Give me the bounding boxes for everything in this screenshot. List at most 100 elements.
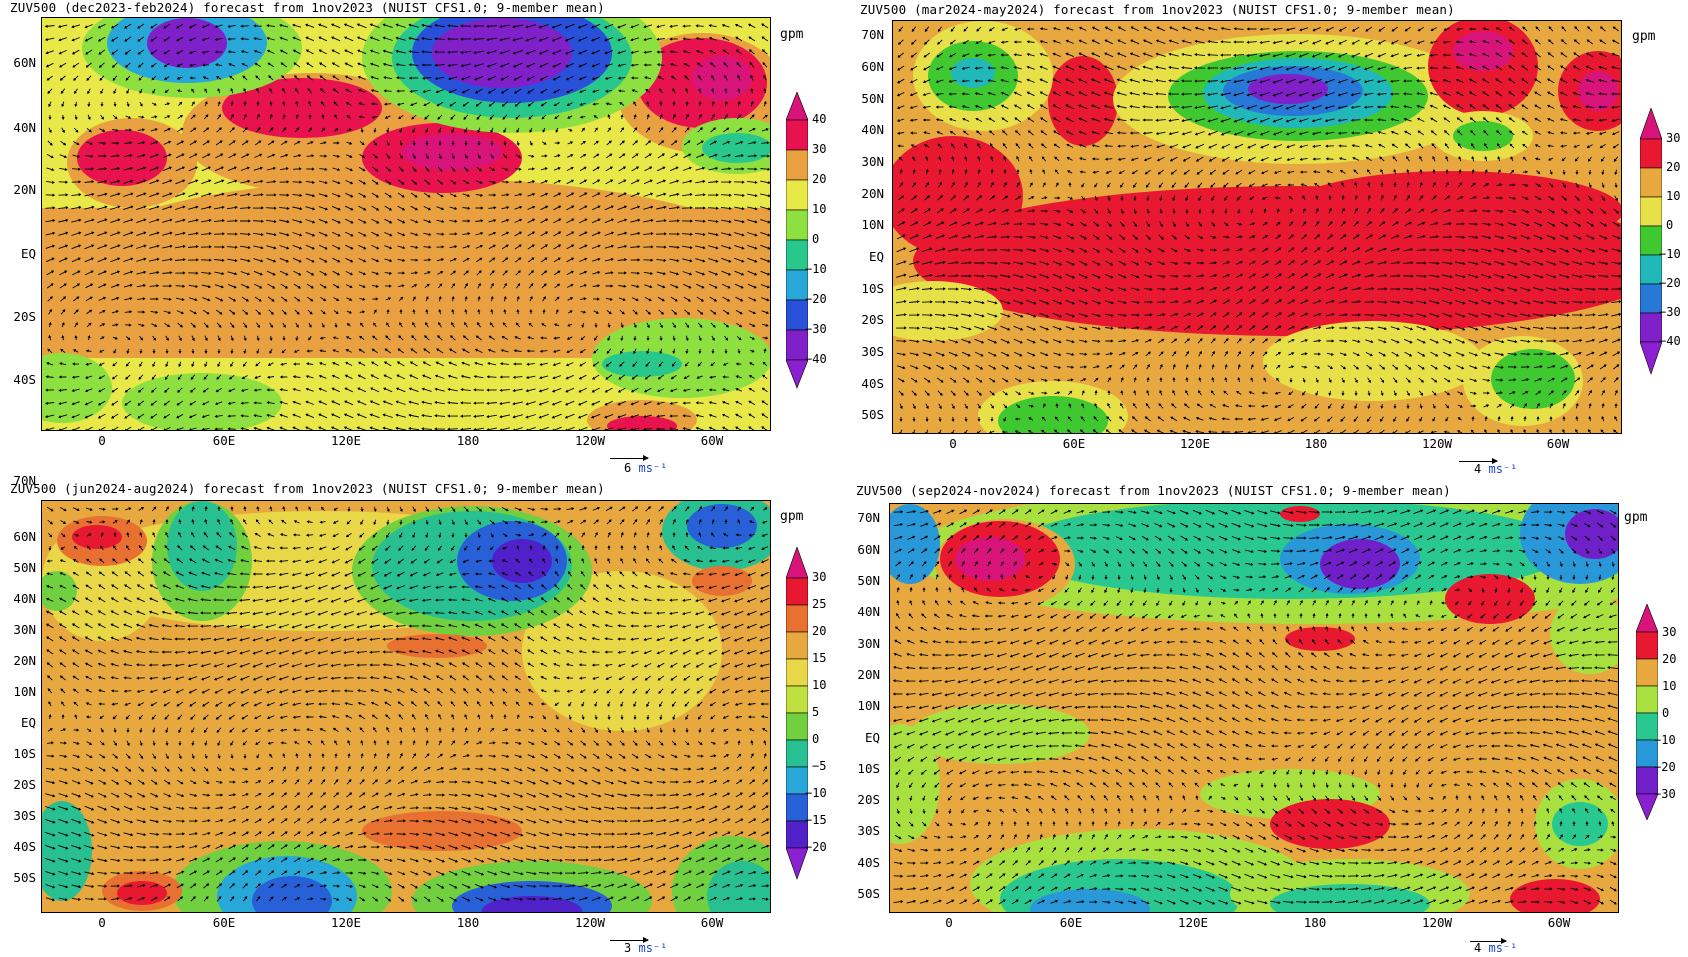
lat-label: 30S: [857, 823, 880, 838]
lon-label: 120W: [574, 915, 606, 930]
lat-label: 20N: [861, 186, 884, 201]
lat-label: 10N: [13, 684, 36, 699]
ref-vector-arrow: [610, 937, 649, 943]
lon-label: 120E: [1177, 915, 1209, 930]
colorbar-graphic: [785, 91, 809, 389]
lon-label: 0: [98, 915, 106, 930]
lat-label: 20S: [13, 777, 36, 792]
colorbar: [1635, 603, 1659, 824]
lon-label: 60W: [1547, 915, 1571, 930]
ref-vector-value: 4: [1474, 941, 1482, 955]
unit-label: gpm: [1624, 510, 1648, 525]
lat-label: 40N: [13, 120, 36, 135]
colorbar-label: 0: [1666, 218, 1674, 232]
colorbar-label: 20: [1666, 160, 1681, 174]
lon-label: 120E: [330, 433, 362, 448]
panel-title: ZUV500 (sep2024-nov2024) forecast from 1…: [856, 483, 1451, 498]
lon-label: 120W: [1421, 436, 1453, 451]
anomaly-field: [42, 18, 770, 430]
colorbar-label: −30: [805, 322, 827, 336]
lat-label: 20S: [13, 309, 36, 324]
ref-vector-arrow: [1470, 938, 1507, 944]
lon-label: 120W: [574, 433, 606, 448]
lat-label: 20S: [857, 792, 880, 807]
map-area: [889, 503, 1619, 913]
lat-label: 50N: [13, 560, 36, 575]
colorbar-label: 10: [812, 678, 827, 692]
wind-vectors: [892, 509, 1618, 905]
panel-djf: ZUV500 (dec2023-feb2024) forecast from 1…: [0, 0, 844, 478]
lon-label: 0: [98, 433, 106, 448]
ref-vector-label: 4 ms⁻¹: [1474, 462, 1517, 476]
lon-label: 60E: [1059, 915, 1083, 930]
colorbar-label: −15: [805, 813, 827, 827]
panel-title: ZUV500 (jun2024-aug2024) forecast from 1…: [10, 481, 605, 496]
colorbar-label: 20: [812, 172, 827, 186]
anomaly-field: [890, 504, 1618, 912]
lat-label: 10N: [861, 217, 884, 232]
panel-title: ZUV500 (mar2024-may2024) forecast from 1…: [860, 2, 1455, 17]
colorbar-label: 10: [1662, 679, 1677, 693]
colorbar-label: −20: [1654, 760, 1676, 774]
colorbar: [1639, 107, 1663, 382]
lat-label: 40S: [861, 376, 884, 391]
colorbar-label: −30: [1654, 787, 1676, 801]
colorbar-label: 15: [812, 651, 827, 665]
wind-vectors: [44, 23, 770, 430]
lat-label: 60N: [13, 55, 36, 70]
lon-label: 180: [456, 915, 480, 930]
ref-vector-label: 4 ms⁻¹: [1474, 941, 1517, 955]
lat-label: 20N: [857, 667, 880, 682]
colorbar: [785, 546, 809, 887]
ref-vector-arrow: [610, 455, 649, 461]
lat-label: 70N: [13, 473, 36, 488]
colorbar-label: 30: [812, 142, 827, 156]
lon-label: 60E: [212, 433, 236, 448]
colorbar-label: 0: [812, 232, 820, 246]
colorbar-label: −30: [1659, 305, 1681, 319]
colorbar-label: −20: [1659, 276, 1681, 290]
lon-label: 60W: [700, 433, 724, 448]
lon-label: 180: [1303, 915, 1327, 930]
unit-label: gpm: [780, 509, 804, 524]
map-area: [41, 17, 771, 431]
lon-label: 120W: [1421, 915, 1453, 930]
lat-label: 30S: [861, 344, 884, 359]
ref-vector-unit: ms⁻¹: [638, 461, 668, 475]
panel-mam: ZUV500 (mar2024-may2024) forecast from 1…: [844, 0, 1688, 478]
ref-vector-value: 6: [624, 461, 632, 475]
map-area: [892, 20, 1622, 434]
lat-label: 20N: [13, 653, 36, 668]
lat-label: 10S: [857, 761, 880, 776]
wind-vectors: [895, 26, 1621, 433]
lat-label: 30N: [13, 622, 36, 637]
lat-label: 10N: [857, 698, 880, 713]
panel-title: ZUV500 (dec2023-feb2024) forecast from 1…: [10, 0, 605, 15]
lat-label: 30N: [861, 154, 884, 169]
lat-label: 40S: [857, 855, 880, 870]
lat-label: 20N: [13, 182, 36, 197]
panel-son: ZUV500 (sep2024-nov2024) forecast from 1…: [844, 479, 1688, 957]
lat-label: 70N: [857, 510, 880, 525]
colorbar-label: −10: [1659, 247, 1681, 261]
lon-label: 60E: [212, 915, 236, 930]
lat-label: 30S: [13, 808, 36, 823]
map-area: [41, 500, 771, 913]
ref-vector-unit: ms⁻¹: [1488, 941, 1518, 955]
lon-label: 60W: [700, 915, 724, 930]
ref-vector-value: 3: [624, 941, 632, 955]
colorbar-label: 20: [1662, 652, 1677, 666]
lat-label: 50S: [857, 886, 880, 901]
ref-vector-unit: ms⁻¹: [1488, 462, 1518, 476]
lon-label: 60W: [1546, 436, 1570, 451]
colorbar-graphic: [1635, 603, 1659, 821]
wind-vectors: [45, 505, 770, 902]
colorbar-label: 10: [812, 202, 827, 216]
colorbar-label: 10: [1666, 189, 1681, 203]
lon-label: 0: [945, 915, 953, 930]
unit-label: gpm: [780, 27, 804, 42]
lat-label: 50N: [861, 91, 884, 106]
lat-label: 60N: [861, 59, 884, 74]
lat-label: 60N: [13, 529, 36, 544]
lat-label: 60N: [857, 542, 880, 557]
